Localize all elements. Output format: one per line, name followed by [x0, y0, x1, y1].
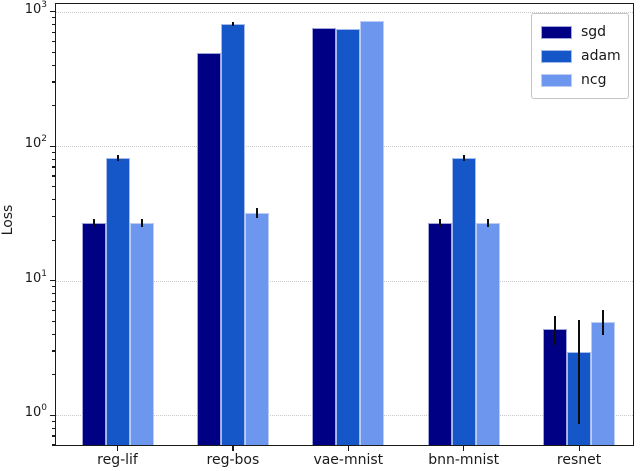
bar-vae-mnist-adam	[336, 28, 361, 445]
legend-swatch-adam	[541, 49, 572, 63]
bar-reg-bos-sgd	[196, 53, 221, 445]
bar-bnn-mnist-sgd	[427, 222, 452, 445]
y-minor-tick	[52, 293, 56, 295]
x-tick-label-vae-mnist: vae-mnist	[313, 452, 384, 468]
bar-resnet-ncg	[591, 322, 616, 445]
y-major-tick-10e2	[49, 145, 56, 147]
bar-reg-lif-ncg	[129, 222, 154, 445]
y-tick-label-10^0: 100	[24, 403, 47, 421]
y-minor-tick	[52, 158, 56, 160]
legend: sgd adam ncg	[531, 13, 629, 99]
y-minor-tick	[52, 151, 56, 153]
legend-label-ncg: ncg	[581, 72, 607, 88]
bar-reg-lif-adam	[105, 157, 130, 445]
y-minor-tick	[52, 333, 56, 335]
errorbar-reg-bos-adam	[231, 21, 234, 27]
x-tick-label-reg-lif: reg-lif	[97, 452, 138, 468]
y-tick-label-10^3: 103	[24, 0, 47, 17]
errorbar-reg-lif-sgd	[92, 218, 95, 228]
errorbar-resnet-ncg	[602, 309, 605, 335]
bar-bnn-mnist-ncg	[475, 222, 500, 445]
y-minor-tick	[52, 215, 56, 218]
y-minor-tick	[52, 435, 56, 437]
gridline-10e3	[56, 11, 633, 13]
y-minor-tick	[52, 81, 56, 83]
y-minor-tick	[52, 105, 56, 107]
x-tick-label-reg-bos: reg-bos	[206, 452, 260, 468]
y-minor-tick	[52, 420, 56, 422]
y-minor-tick	[52, 40, 56, 43]
y-minor-tick	[52, 166, 56, 168]
y-minor-tick	[52, 17, 56, 19]
y-tick-label-10^2: 102	[24, 134, 47, 152]
y-minor-tick	[52, 300, 56, 303]
bar-resnet-sgd	[543, 329, 568, 445]
y-major-tick-10e0	[49, 414, 56, 416]
y-minor-tick	[52, 175, 56, 177]
x-tick-vae-mnist	[347, 446, 349, 451]
legend-swatch-sgd	[541, 25, 572, 39]
errorbar-reg-bos-ncg	[255, 207, 258, 218]
y-minor-tick	[52, 186, 56, 188]
y-minor-tick	[52, 374, 56, 376]
y-minor-tick	[52, 286, 56, 288]
errorbar-bnn-mnist-adam	[462, 155, 465, 161]
y-major-tick-10e3	[49, 11, 56, 13]
y-minor-tick	[52, 427, 56, 429]
y-minor-tick	[52, 444, 56, 446]
y-minor-tick	[52, 199, 56, 201]
x-tick-label-resnet: resnet	[556, 452, 602, 468]
legend-swatch-ncg	[541, 73, 572, 87]
x-tick-resnet	[578, 446, 580, 451]
errorbar-bnn-mnist-sgd	[438, 218, 441, 228]
y-minor-tick	[52, 64, 56, 66]
legend-label-sgd: sgd	[581, 24, 607, 40]
y-minor-tick	[52, 51, 56, 53]
x-tick-reg-bos	[232, 446, 234, 451]
errorbar-reg-lif-adam	[116, 155, 119, 161]
y-minor-tick	[52, 309, 56, 312]
y-minor-tick	[52, 350, 56, 352]
y-minor-tick	[52, 239, 56, 241]
errorbar-reg-lif-ncg	[140, 218, 143, 228]
y-tick-label-10^1: 101	[24, 268, 47, 286]
bar-reg-bos-ncg	[244, 212, 269, 445]
y-minor-tick	[52, 24, 56, 26]
x-tick-label-bnn-mnist: bnn-mnist	[428, 452, 500, 468]
bar-vae-mnist-ncg	[360, 20, 385, 445]
legend-item-sgd: sgd	[541, 20, 620, 44]
x-tick-bnn-mnist	[463, 446, 465, 451]
bar-reg-lif-sgd	[81, 222, 106, 445]
y-minor-tick	[52, 31, 56, 34]
bar-vae-mnist-sgd	[312, 27, 337, 445]
y-axis-label: Loss	[0, 204, 16, 236]
errorbar-resnet-sgd	[554, 315, 557, 345]
bar-reg-bos-adam	[220, 24, 245, 445]
errorbar-resnet-adam	[578, 320, 581, 424]
x-tick-reg-lif	[116, 446, 119, 451]
legend-item-adam: adam	[541, 44, 621, 68]
legend-item-ncg: ncg	[541, 68, 620, 92]
errorbar-bnn-mnist-ncg	[486, 218, 489, 228]
bar-bnn-mnist-adam	[451, 157, 476, 445]
y-minor-tick	[52, 320, 56, 322]
y-major-tick-10e1	[49, 280, 56, 282]
legend-label-adam: adam	[581, 48, 621, 64]
